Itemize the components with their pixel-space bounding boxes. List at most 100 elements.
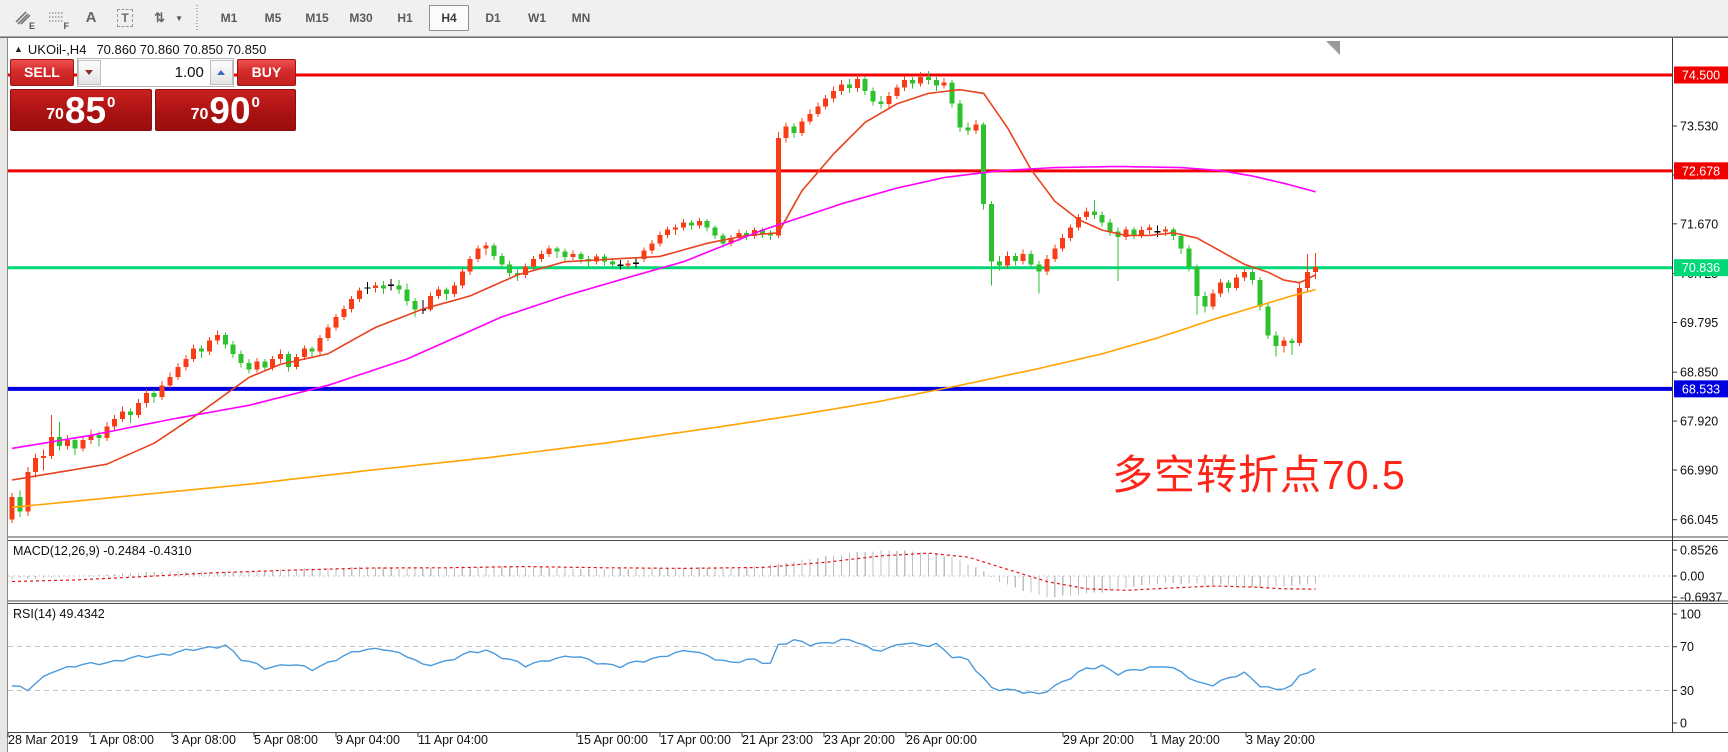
arrows-icon: ⇅: [154, 10, 165, 25]
price-badge-68.533: [1674, 380, 1728, 398]
svg-text:70: 70: [1680, 640, 1694, 654]
svg-text:68.850: 68.850: [1680, 366, 1718, 380]
svg-text:0: 0: [1680, 717, 1687, 731]
buy-price-sup: 0: [251, 94, 260, 111]
ellipse-tool-button[interactable]: E: [8, 3, 38, 33]
symbol-period-label: UKOil-,H4: [27, 42, 87, 57]
arrows-tool-button[interactable]: ⇅ ▼: [144, 3, 184, 33]
svg-text:0.8526: 0.8526: [1680, 543, 1718, 557]
fibonacci-grid-icon: [49, 12, 63, 22]
timeframe-h1[interactable]: H1: [397, 11, 413, 25]
svg-text:69.795: 69.795: [1680, 316, 1718, 330]
svg-text:15 Apr 00:00: 15 Apr 00:00: [577, 733, 648, 747]
buy-price-prefix: 70: [190, 106, 209, 123]
macd-signal-line: [11, 552, 1316, 591]
svg-text:30: 30: [1680, 684, 1694, 698]
macd-axis: 0.8526 0.00 -0.6937: [1672, 543, 1722, 605]
fibonacci-tool-button[interactable]: F: [42, 3, 72, 33]
triangle-down-icon: [85, 69, 94, 75]
volume-increase-button[interactable]: [209, 59, 233, 85]
timeframe-w1[interactable]: W1: [528, 11, 546, 25]
svg-text:28 Mar 2019: 28 Mar 2019: [8, 733, 78, 747]
rsi-axis: 100 70 30 0: [1672, 608, 1701, 731]
svg-text:26 Apr 00:00: 26 Apr 00:00: [906, 733, 977, 747]
volume-control: [76, 57, 234, 87]
svg-text:68.533: 68.533: [1682, 382, 1720, 396]
svg-text:100: 100: [1680, 608, 1701, 622]
price-badge-72.678: [1674, 162, 1728, 180]
svg-text:66.990: 66.990: [1680, 464, 1718, 478]
ellipse-hatch-icon: [15, 11, 31, 25]
svg-text:0.00: 0.00: [1680, 570, 1704, 584]
text-box-icon: T: [117, 9, 133, 27]
svg-text:3 Apr 08:00: 3 Apr 08:00: [172, 733, 236, 747]
rsi-line: [11, 638, 1316, 695]
ma-fast-line: [11, 88, 1316, 481]
sell-button[interactable]: SELL: [10, 58, 74, 86]
chart-shift-marker: [1326, 41, 1340, 55]
volume-input[interactable]: [100, 60, 210, 84]
svg-text:71.670: 71.670: [1680, 217, 1718, 231]
svg-text:23 Apr 20:00: 23 Apr 20:00: [824, 733, 895, 747]
timeframe-buttons-group: M1 M5 M15 M30 H1 H4 D1 W1 MN: [207, 5, 603, 31]
chart-annotation-text: 多空转折点70.5: [1112, 452, 1406, 498]
svg-text:72.600: 72.600: [1680, 168, 1718, 182]
svg-text:70.725: 70.725: [1680, 267, 1718, 281]
tool-sub-label: E: [28, 21, 35, 31]
sell-price-display[interactable]: 70 85 0: [10, 89, 152, 131]
drawing-tools-group: E F A T ⇅ ▼: [0, 0, 186, 36]
macd-indicator-label: MACD(12,26,9) -0.2484 -0.4310: [13, 544, 192, 558]
ma-mid-line: [11, 165, 1316, 450]
expander-triangle-icon[interactable]: ▲: [14, 44, 23, 54]
triangle-up-icon: [217, 69, 226, 75]
svg-text:73.530: 73.530: [1680, 120, 1718, 134]
tool-sub-label: F: [63, 21, 70, 31]
svg-text:11 Apr 04:00: 11 Apr 04:00: [418, 733, 488, 747]
time-axis: 28 Mar 2019 1 Apr 08:00 3 Apr 08:00 5 Apr 0…: [7, 732, 1315, 747]
sell-price-sup: 0: [107, 94, 116, 111]
rsi-indicator-label: RSI(14) 49.4342: [13, 607, 105, 621]
macd-panel: [8, 550, 1672, 598]
svg-text:1 Apr 08:00: 1 Apr 08:00: [90, 733, 154, 747]
svg-text:9 Apr 04:00: 9 Apr 04:00: [336, 733, 400, 747]
timeframe-m5[interactable]: M5: [264, 11, 282, 25]
toolbar: E F A T ⇅ ▼ M1 M5 M15 M30 H1 H4 D1 W1 MN: [0, 0, 1728, 37]
buy-price-main: 90: [209, 89, 251, 131]
chevron-down-icon: ▼: [175, 13, 183, 23]
price-badge-70.836: [1674, 259, 1728, 277]
price-badge-74.500: [1674, 66, 1728, 84]
rsi-panel: [8, 638, 1672, 695]
volume-decrease-button[interactable]: [77, 59, 101, 85]
svg-text:17 Apr 00:00: 17 Apr 00:00: [660, 733, 731, 747]
sell-price-main: 85: [64, 89, 107, 131]
svg-text:1 May 20:00: 1 May 20:00: [1151, 733, 1220, 747]
svg-text:70.836: 70.836: [1682, 261, 1720, 275]
svg-text:72.678: 72.678: [1682, 164, 1720, 178]
price-badge-group: 74.500 72.678 70.836 68.533: [1674, 66, 1728, 398]
svg-text:66.045: 66.045: [1680, 513, 1718, 527]
window-left-edge: [0, 38, 7, 752]
timeframe-m15[interactable]: M15: [305, 11, 329, 25]
svg-text:-0.6937: -0.6937: [1680, 591, 1722, 605]
sell-price-prefix: 70: [46, 106, 64, 123]
timeframe-m1[interactable]: M1: [220, 11, 238, 25]
buy-price-display[interactable]: 70 90 0: [154, 89, 296, 131]
chart-title: ▲ UKOil-,H4 70.860 70.860 70.850 70.850: [14, 42, 273, 57]
price-axis: 73.530 72.600 71.670 70.725 69.795 68.850 67.9…: [1672, 120, 1718, 527]
ohlc-values: 70.860 70.860 70.850 70.850: [96, 42, 267, 57]
text-label-icon: A: [85, 9, 97, 26]
svg-text:21 Apr 23:00: 21 Apr 23:00: [742, 733, 813, 747]
toolbar-separator: [194, 5, 201, 31]
text-box-tool-button[interactable]: T: [110, 3, 140, 33]
buy-button[interactable]: BUY: [236, 58, 296, 86]
timeframe-mn[interactable]: MN: [571, 11, 591, 25]
timeframe-h4[interactable]: H4: [429, 5, 469, 31]
svg-text:3 May 20:00: 3 May 20:00: [1246, 733, 1315, 747]
svg-text:5 Apr 08:00: 5 Apr 08:00: [254, 733, 318, 747]
svg-text:29 Apr 20:00: 29 Apr 20:00: [1063, 733, 1134, 747]
timeframe-d1[interactable]: D1: [485, 11, 501, 25]
text-label-tool-button[interactable]: A: [76, 3, 106, 33]
timeframe-m30[interactable]: M30: [349, 11, 373, 25]
svg-text:67.920: 67.920: [1680, 415, 1718, 429]
